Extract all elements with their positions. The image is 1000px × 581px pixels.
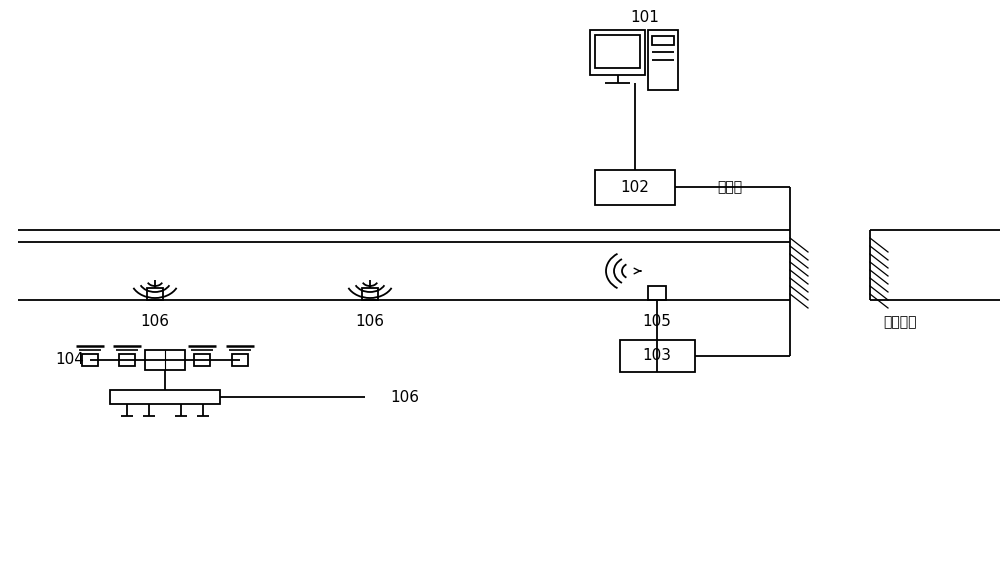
Text: 以太网: 以太网 bbox=[717, 180, 743, 194]
Bar bbox=[82, 354, 98, 366]
Bar bbox=[620, 340, 695, 372]
Text: 井下巻道: 井下巻道 bbox=[883, 315, 917, 329]
Text: 106: 106 bbox=[356, 314, 384, 329]
Bar bbox=[595, 170, 675, 205]
Bar bbox=[232, 354, 248, 366]
Text: 102: 102 bbox=[621, 180, 649, 195]
Text: 106: 106 bbox=[140, 314, 170, 329]
Bar bbox=[147, 288, 163, 300]
Bar bbox=[590, 30, 645, 75]
Bar bbox=[595, 35, 640, 68]
Bar bbox=[145, 350, 185, 370]
Bar bbox=[194, 354, 210, 366]
Bar bbox=[648, 30, 678, 90]
Text: 106: 106 bbox=[390, 389, 420, 404]
Bar bbox=[648, 286, 666, 300]
Bar bbox=[362, 288, 378, 300]
Text: 105: 105 bbox=[643, 314, 671, 329]
Text: 103: 103 bbox=[642, 349, 672, 364]
Bar bbox=[119, 354, 135, 366]
Bar bbox=[110, 390, 220, 404]
Bar bbox=[652, 36, 674, 45]
Text: 101: 101 bbox=[631, 10, 659, 26]
Text: 104: 104 bbox=[56, 353, 84, 368]
